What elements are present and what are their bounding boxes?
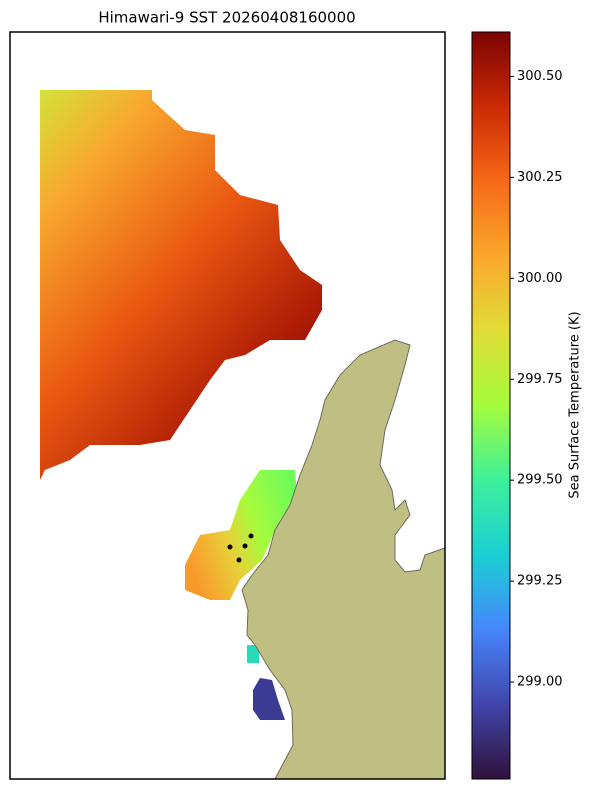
colorbar-tick-label: 299.00: [517, 675, 563, 690]
sst-region: [40, 90, 322, 480]
point: [236, 557, 242, 563]
point: [248, 533, 254, 539]
colorbar-tick-label: 299.25: [517, 574, 563, 589]
sst-region: [247, 645, 259, 663]
sst-region: [253, 678, 285, 720]
colorbar: [471, 31, 511, 780]
colorbar-label: Sea Surface Temperature (K): [568, 311, 583, 498]
map: [9, 31, 446, 780]
colorbar-tick-label: 299.50: [517, 473, 563, 488]
colorbar-tick-label: 300.25: [517, 170, 563, 185]
point: [227, 544, 233, 550]
colorbar-tick-label: 300.00: [517, 271, 563, 286]
sst-region: [185, 470, 297, 600]
map-frame: [9, 31, 446, 780]
point: [242, 543, 248, 549]
colorbar-tick-label: 300.50: [517, 69, 563, 84]
land: [241, 339, 446, 780]
colorbar-tick-label: 299.75: [517, 372, 563, 387]
title: Himawari-9 SST 20260408160000: [98, 9, 355, 27]
